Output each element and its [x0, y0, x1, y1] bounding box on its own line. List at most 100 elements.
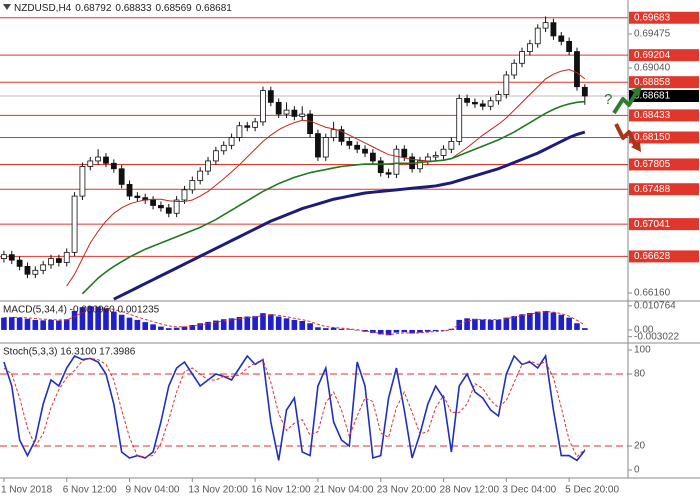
current-price-box — [629, 90, 699, 103]
candle-body — [526, 43, 533, 52]
level-label-box — [629, 218, 699, 231]
macd-bar — [322, 328, 329, 330]
header: NZDUSD,H4 0.68792 0.68833 0.68569 0.68681 — [14, 3, 232, 14]
macd-bar — [283, 318, 290, 330]
menu-icon — [3, 4, 11, 10]
candle-body — [401, 148, 408, 158]
candle-body — [189, 180, 196, 191]
candle-body — [181, 189, 188, 201]
macd-bar — [299, 321, 306, 330]
candle-body — [479, 103, 486, 107]
macd-bar — [582, 328, 588, 330]
macd-bar — [87, 306, 94, 330]
macd-bar — [111, 311, 117, 330]
macd-bar — [291, 319, 298, 330]
candle-body — [1, 254, 7, 259]
macd-signal — [3, 307, 586, 336]
macd-bar — [268, 314, 274, 330]
macd-bar — [315, 327, 321, 330]
panel-title: MACD(5,34,4) -0.000960 0.001235 — [3, 305, 160, 316]
candle-body — [519, 51, 525, 64]
macd-bar — [260, 313, 266, 330]
candle-body — [385, 172, 392, 175]
candle-body — [330, 129, 337, 138]
stoch-line — [3, 357, 586, 458]
macd-bar — [401, 329, 408, 333]
candle-body — [511, 62, 518, 76]
candle-body — [165, 207, 172, 214]
level-label-box — [629, 49, 699, 62]
panel-title: Stoch(5,3,3) 16.3100 17.3986 — [3, 347, 136, 358]
candle-body — [95, 156, 102, 162]
candle-body — [322, 137, 329, 158]
macd-bar — [472, 318, 478, 330]
macd-bar — [173, 327, 180, 330]
macd-bar — [307, 323, 313, 330]
y-tick-label: 100 — [634, 345, 651, 356]
candle-body — [354, 144, 361, 150]
macd-bar — [126, 317, 133, 330]
macd-bar — [197, 323, 203, 330]
macd-bar — [574, 323, 580, 330]
x-tick-label: 3 Dec 04:00 — [502, 485, 556, 496]
macd-bar — [456, 319, 463, 330]
candle-body — [338, 129, 345, 142]
level-label: 0.68150 — [634, 132, 671, 143]
macd-bar — [330, 327, 337, 330]
candle-body — [503, 74, 510, 95]
macd-bar — [534, 311, 541, 330]
candle-body — [103, 156, 109, 164]
candle-body — [220, 144, 227, 152]
candle-body — [393, 148, 400, 175]
macd-bar — [527, 312, 533, 330]
candle-body — [150, 199, 156, 206]
level-label: 0.69683 — [634, 12, 671, 23]
level-label: 0.69204 — [634, 50, 671, 61]
x-tick-label: 23 Nov 20:00 — [377, 485, 437, 496]
macd-bar — [158, 326, 164, 330]
level-label: 0.66628 — [634, 251, 671, 262]
candle-body — [252, 121, 259, 128]
down-arrow — [614, 123, 638, 148]
x-tick-label: 16 Nov 12:00 — [251, 485, 311, 496]
candle-body — [16, 259, 23, 267]
level-label-box — [629, 131, 699, 144]
macd-bar — [409, 329, 415, 334]
candle-body — [173, 199, 180, 214]
macd-bar — [550, 312, 557, 330]
macd-bar — [244, 316, 251, 330]
candle-body — [197, 170, 204, 181]
level-label: 0.68858 — [634, 77, 671, 88]
y-tick-label: -0.003022 — [634, 331, 679, 342]
y-tick-label: 0 — [634, 465, 640, 476]
level-label: 0.67041 — [634, 219, 671, 230]
candle-body — [260, 90, 266, 123]
macd-bar — [205, 321, 211, 330]
macd-bar — [338, 328, 345, 330]
macd-bar — [220, 319, 227, 330]
candle-body — [550, 22, 557, 37]
candle-body — [205, 160, 211, 172]
forecast-arrows: ? — [604, 86, 642, 152]
down-arrowhead — [631, 141, 641, 152]
candle-body — [110, 162, 117, 170]
level-label-box — [629, 158, 699, 171]
macd-bar — [464, 318, 470, 330]
candle-body — [48, 258, 54, 266]
candle-body — [244, 125, 251, 128]
candle-body — [71, 195, 78, 253]
header-value: 0.68792 — [75, 3, 112, 14]
macd-bar — [519, 314, 525, 330]
candle-body — [581, 86, 588, 97]
candle-body — [534, 27, 541, 45]
macd-bar — [236, 316, 243, 330]
macd-bar — [24, 318, 31, 330]
candle-body — [472, 101, 478, 105]
x-tick-label: 13 Nov 20:00 — [188, 485, 248, 496]
candle-body — [487, 100, 494, 107]
level-label-box — [629, 109, 699, 122]
candle-body — [574, 51, 580, 88]
macd-bar — [377, 329, 384, 335]
candle-body — [315, 133, 321, 158]
level-label: 0.68433 — [634, 110, 671, 121]
